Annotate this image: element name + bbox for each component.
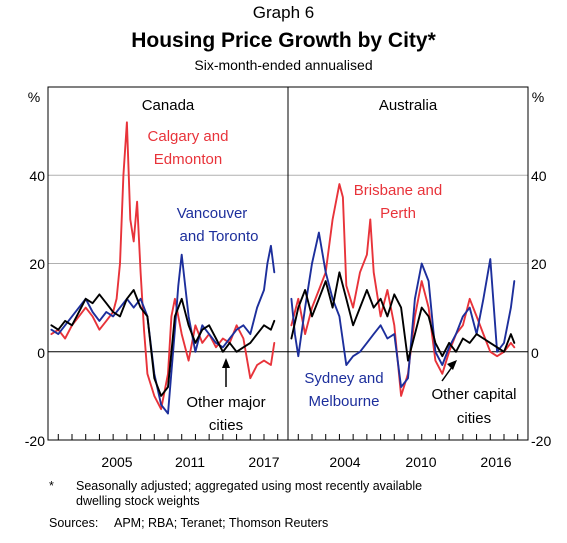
label-othercap-line1: Other capital [431,386,516,403]
arrowhead-othercap-icon [447,360,457,370]
label-vancouver-line1: Vancouver [177,205,248,222]
left-ytick-40: 40 [29,168,45,184]
right-ytick-0: 0 [531,345,539,361]
australia-series-group [290,183,516,397]
left-ytick-minus20: -20 [25,433,45,449]
footnote-line-1: Seasonally adjusted; aggregated using mo… [76,479,423,493]
axes [47,86,529,441]
right-axis-unit: % [532,89,544,105]
series-line-other-major-cities [50,289,276,397]
right-xtick-2004: 2004 [329,454,360,470]
left-ytick-20: 20 [29,256,45,272]
series-line-vancouver-and-toronto [50,244,276,415]
right-xtick-2016: 2016 [480,454,511,470]
left-xtick-2011: 2011 [175,454,205,470]
right-ytick-minus20: -20 [531,433,551,449]
label-calgary-line2: Edmonton [154,151,222,168]
label-vancouver-line2: and Toronto [180,228,259,245]
chart-subtitle: Six-month-ended annualised [194,57,373,73]
canada-series-group [50,121,276,415]
label-othermajor-line2: cities [209,417,243,434]
series-line-sydney-and-melbourne [290,231,516,389]
label-sydney-line2: Melbourne [309,393,380,410]
left-ytick-0: 0 [37,345,45,361]
left-xtick-2005: 2005 [101,454,132,470]
arrow-othercap [441,366,453,382]
right-ytick-20: 20 [531,256,547,272]
gridlines [48,174,528,264]
chart-title: Housing Price Growth by City* [131,29,436,52]
arrowhead-othermajor-icon [222,358,230,368]
footnote-marker: * [49,479,54,493]
sources-label: Sources: [49,516,99,530]
panel-title-canada: Canada [142,97,195,114]
series-line-other-capital-cities [290,271,516,362]
left-axis-unit: % [28,89,40,105]
label-brisbane-line1: Brisbane and [354,182,442,199]
panel-title-australia: Australia [379,97,438,114]
label-othermajor-line1: Other major [186,394,265,411]
right-xtick-2010: 2010 [405,454,436,470]
label-calgary-line1: Calgary and [148,128,229,145]
left-xtick-2017: 2017 [248,454,279,470]
right-ytick-40: 40 [531,168,547,184]
footnote-line-2: dwelling stock weights [76,494,200,508]
label-othercap-line2: cities [457,410,491,427]
graph-number: Graph 6 [252,3,315,22]
label-sydney-line1: Sydney and [304,370,383,387]
label-brisbane-line2: Perth [380,205,416,222]
sources-text: APM; RBA; Teranet; Thomson Reuters [114,516,329,530]
